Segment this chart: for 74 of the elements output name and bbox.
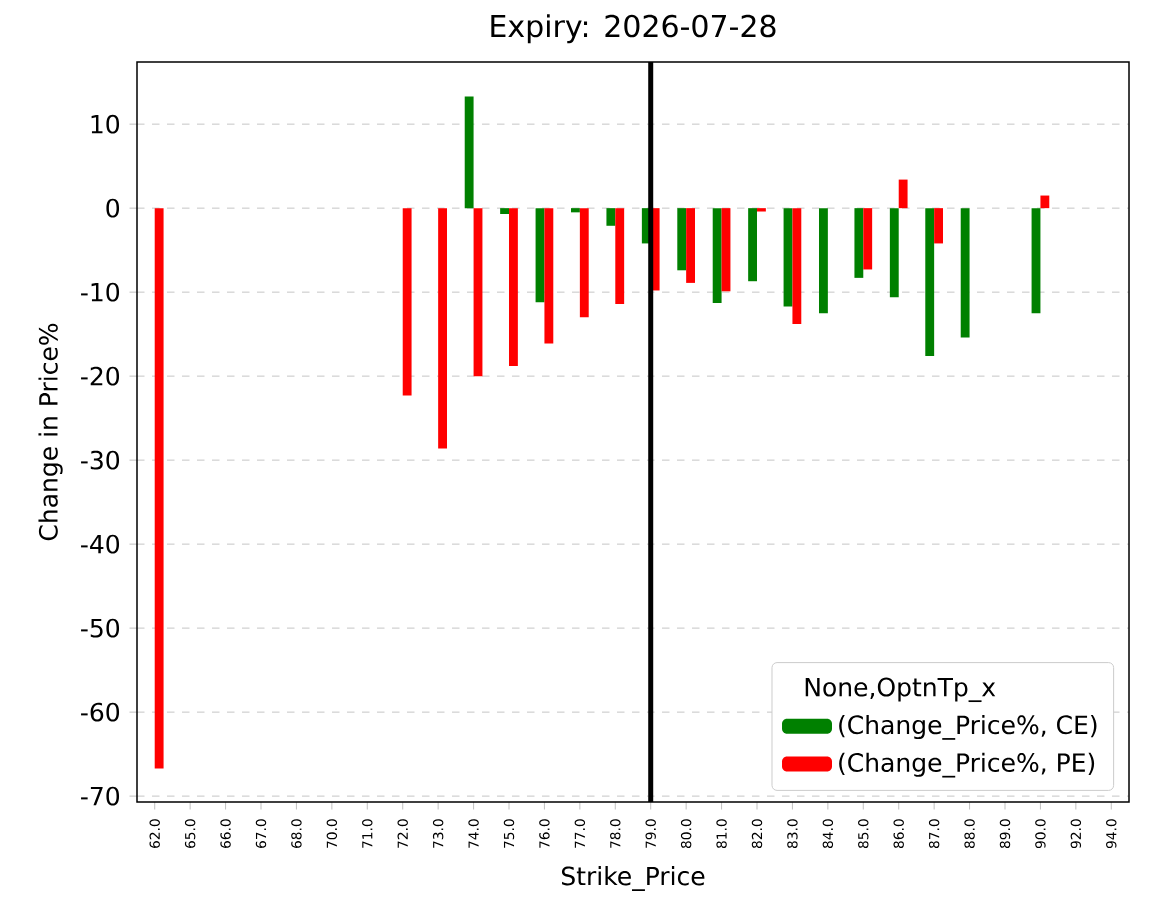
legend-label: (Change_Price%, PE)	[839, 752, 1095, 778]
bar	[535, 208, 545, 303]
x-tick-label: 78.0	[610, 819, 621, 848]
bar	[863, 208, 873, 270]
legend-label: (Change_Price%, CE)	[839, 714, 1097, 740]
x-tick-label: 83.0	[787, 819, 798, 849]
bar	[438, 208, 448, 449]
y-axis-title: Change in Price%	[38, 323, 63, 541]
x-tick-label: 88.0	[964, 819, 975, 849]
y-tick-label: -20	[81, 366, 120, 386]
bar	[606, 208, 616, 226]
x-tick-label: 89.0	[999, 819, 1011, 849]
y-tick-label: -10	[81, 282, 120, 302]
y-tick-label: 10	[91, 114, 120, 134]
x-tick-label: 62.0	[149, 819, 160, 848]
bar	[854, 208, 864, 278]
y-tick-label: -60	[81, 702, 120, 722]
x-tick-label: 76.0	[539, 819, 550, 848]
x-tick-label: 79.0	[645, 819, 656, 848]
y-tick-label: -50	[81, 618, 120, 638]
chart-title: Expiry: 2026-07-28	[491, 14, 776, 44]
bar	[934, 208, 944, 244]
bar	[898, 179, 908, 209]
x-tick-label: 67.0	[255, 819, 267, 848]
bar	[579, 208, 589, 318]
bar	[721, 208, 731, 292]
bar	[748, 208, 757, 282]
x-tick-label: 85.0	[858, 819, 869, 849]
x-tick-label: 81.0	[716, 819, 727, 849]
bar	[473, 208, 483, 377]
bar	[402, 208, 412, 396]
x-tick-label: 92.0	[1070, 819, 1082, 849]
x-tick-label: 84.0	[822, 819, 834, 849]
x-tick-label: 82.0	[751, 819, 763, 849]
x-tick-label: 86.0	[893, 819, 904, 849]
bar	[544, 208, 554, 344]
bar	[509, 208, 518, 367]
y-tick-label: -40	[81, 534, 120, 554]
bar	[615, 208, 625, 304]
bar	[1031, 208, 1041, 314]
x-tick-label: 72.0	[397, 819, 408, 848]
bar	[686, 208, 695, 283]
x-tick-label: 66.0	[220, 819, 231, 848]
y-tick-label: -30	[81, 450, 120, 470]
x-tick-label: 65.0	[184, 819, 196, 848]
bar	[960, 208, 970, 338]
bar	[677, 208, 687, 271]
x-axis-title: Strike_Price	[561, 866, 705, 891]
bar	[889, 208, 899, 298]
x-tick-label: 74.0	[468, 819, 479, 848]
x-tick-label: 73.0	[432, 819, 444, 848]
bar	[925, 208, 935, 356]
x-tick-label: 94.0	[1106, 819, 1117, 849]
x-tick-label: 87.0	[928, 819, 940, 849]
bar	[712, 208, 722, 304]
x-tick-label: 75.0	[503, 819, 515, 848]
bar	[500, 208, 510, 215]
bar	[757, 208, 766, 212]
x-tick-label: 68.0	[291, 819, 302, 848]
legend-title: None,OptnTp_x	[805, 677, 996, 703]
x-tick-label: 70.0	[326, 819, 338, 848]
y-tick-label: -70	[81, 786, 120, 806]
bar	[819, 208, 828, 314]
bar	[571, 208, 580, 213]
x-tick-label: 71.0	[362, 819, 373, 848]
bar	[1040, 195, 1050, 209]
bar	[464, 96, 474, 209]
bar	[792, 208, 802, 325]
bar	[783, 208, 793, 307]
bar	[154, 208, 164, 769]
y-tick-label: 0	[106, 198, 120, 218]
x-tick-label: 77.0	[574, 819, 586, 848]
x-tick-label: 80.0	[680, 819, 692, 849]
x-tick-label: 90.0	[1035, 819, 1046, 849]
